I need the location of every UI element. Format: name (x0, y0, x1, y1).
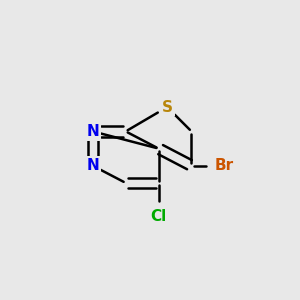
Text: N: N (86, 158, 99, 173)
Text: S: S (162, 100, 173, 115)
Text: Cl: Cl (151, 209, 167, 224)
Text: Br: Br (215, 158, 234, 173)
Text: N: N (86, 124, 99, 139)
